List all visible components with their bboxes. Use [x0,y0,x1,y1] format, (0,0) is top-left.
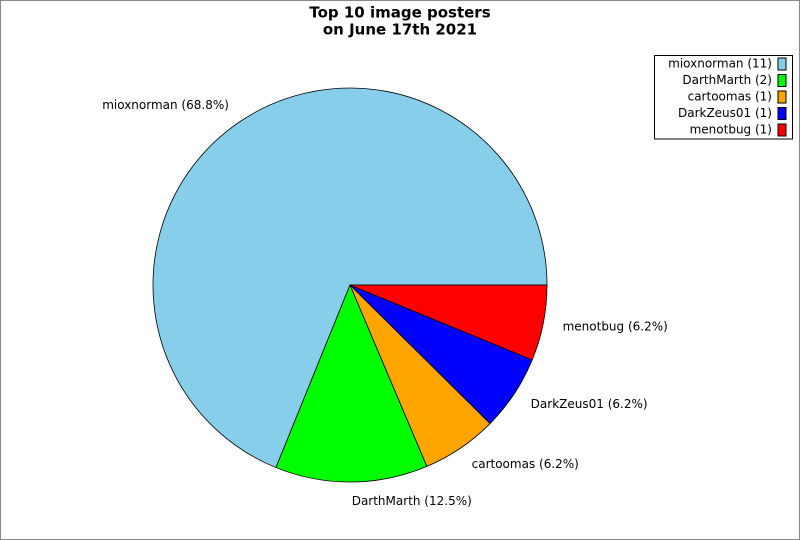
legend-label: DarkZeus01 (1) [678,106,772,120]
legend-swatch [777,57,787,71]
chart-title: on June 17th 2021 [323,21,477,39]
legend-label: cartoomas (1) [688,90,772,104]
legend-label: menotbug (1) [690,123,772,137]
legend-swatch [777,74,787,87]
slice-label: mioxnorman (68.8%) [102,98,229,112]
slice-label: DarthMarth (12.5%) [352,494,472,508]
legend-label: mioxnorman (11) [668,57,772,71]
legend-swatch [777,123,787,137]
legend-swatch [777,90,787,104]
pie-slice [152,87,548,469]
pie-slice [275,283,428,483]
pie-slice [349,284,548,361]
slice-label: menotbug (6.2%) [563,319,668,333]
slice-label: DarkZeus01 (6.2%) [531,397,648,411]
slice-label: cartoomas (6.2%) [472,457,579,471]
chart-title: Top 10 image posters [309,4,490,22]
legend-swatch [777,107,787,120]
legend-box [654,55,793,140]
legend-label: DarthMarth (2) [682,73,772,87]
